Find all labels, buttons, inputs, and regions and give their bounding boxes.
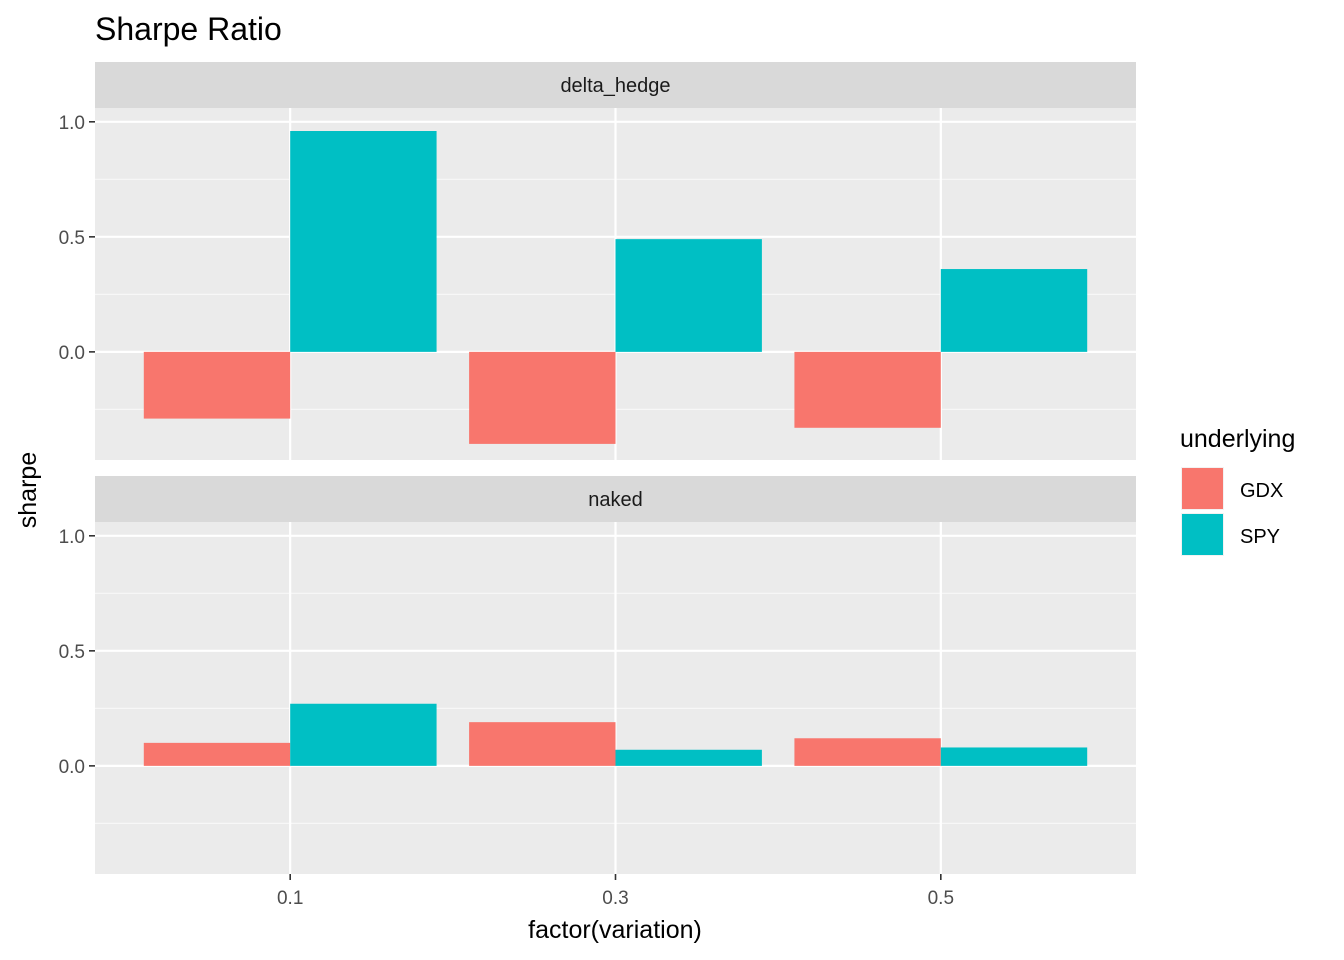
- x-tick-label: 0.1: [277, 888, 303, 909]
- legend-label-gdx: GDX: [1240, 480, 1283, 502]
- bar-gdx-0.1: [143, 742, 291, 766]
- legend-label-spy: SPY: [1240, 526, 1280, 548]
- facet-strip-label: naked: [588, 489, 643, 511]
- bar-spy-0.3: [615, 749, 762, 766]
- bar-gdx-0.3: [469, 722, 616, 766]
- facet-strip: [95, 476, 1136, 522]
- bar-spy-0.5: [940, 269, 1088, 352]
- legend-key-gdx: [1182, 468, 1223, 509]
- y-tick-label: 1.0: [59, 113, 85, 134]
- y-tick-label: 0.5: [59, 228, 85, 249]
- y-tick-label: 0.0: [59, 757, 85, 778]
- bar-spy-0.1: [290, 131, 437, 352]
- y-axis-title: sharpe: [14, 452, 42, 528]
- facet-strip-label: delta_hedge: [560, 75, 670, 97]
- bar-gdx-0.5: [794, 738, 941, 766]
- bar-gdx-0.1: [143, 351, 291, 419]
- legend: underlying GDX SPY: [1180, 425, 1295, 556]
- facet-strip: [95, 62, 1136, 108]
- y-tick-label: 0.5: [59, 642, 85, 663]
- legend-key-spy: [1182, 514, 1223, 555]
- bar-spy-0.3: [615, 239, 762, 352]
- facet-panels: delta_hedge 0.0 0.5 1.0 naked 0.0 0.5 1.0: [59, 62, 1136, 874]
- panel-naked: naked 0.0 0.5 1.0: [59, 476, 1136, 874]
- bar-spy-0.5: [940, 747, 1088, 766]
- y-tick-label: 0.0: [59, 343, 85, 364]
- legend-title: underlying: [1180, 425, 1295, 453]
- y-tick-label: 1.0: [59, 527, 85, 548]
- x-axis: 0.1 0.3 0.5: [277, 874, 954, 909]
- x-tick-label: 0.3: [602, 888, 628, 909]
- bar-spy-0.1: [290, 703, 437, 766]
- bar-gdx-0.3: [469, 351, 616, 444]
- x-axis-title: factor(variation): [528, 916, 702, 944]
- chart-title: Sharpe Ratio: [95, 11, 282, 47]
- x-tick-label: 0.5: [928, 888, 954, 909]
- bar-gdx-0.5: [794, 351, 941, 428]
- panel-delta-hedge: delta_hedge 0.0 0.5 1.0: [59, 62, 1136, 460]
